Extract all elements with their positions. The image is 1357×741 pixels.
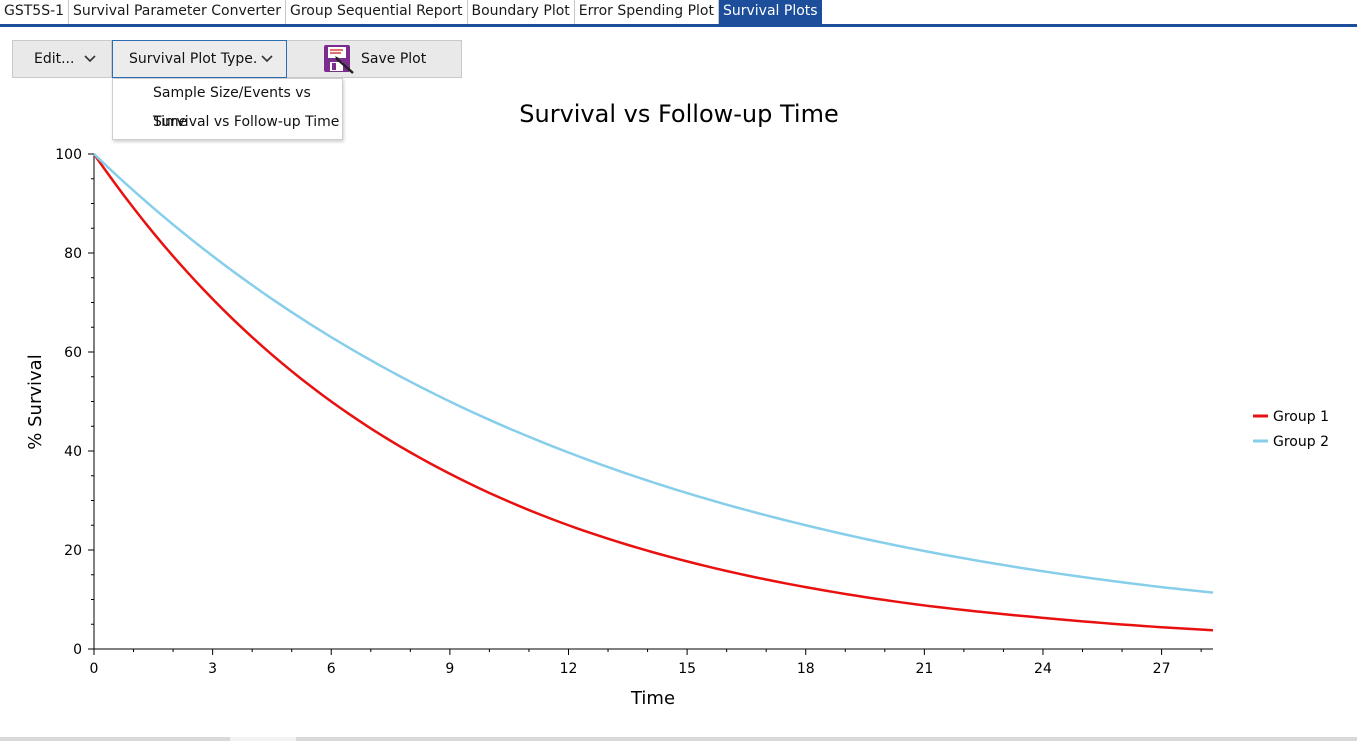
- y-tick-label: 0: [73, 642, 82, 658]
- x-tick-label: 0: [90, 661, 99, 677]
- save-plot-icon: [324, 45, 354, 74]
- plot-type-button-label: Survival Plot Type.: [129, 51, 258, 67]
- scrollbar-thumb[interactable]: [230, 737, 296, 741]
- x-tick-label: 12: [560, 661, 578, 677]
- y-tick-label: 60: [64, 345, 82, 361]
- document-tab-strip: GST5S-1 Survival Parameter Converter Gro…: [0, 0, 1357, 27]
- y-axis-ticks: 0 20 40 60 80 100: [55, 147, 94, 658]
- tab-gst5s-1[interactable]: GST5S-1: [0, 0, 70, 24]
- series-layer: [92, 153, 1214, 632]
- x-tick-label: 9: [445, 661, 454, 677]
- plot-toolbar: Edit... Survival Plot Type. Save Plot: [12, 40, 462, 78]
- edit-dropdown-button[interactable]: Edit...: [12, 40, 112, 78]
- x-tick-label: 15: [678, 661, 696, 677]
- tab-boundary-plot[interactable]: Boundary Plot: [468, 0, 575, 24]
- chevron-down-icon: [261, 55, 273, 63]
- x-tick-label: 3: [208, 661, 217, 677]
- series-line-group-2: [93, 153, 1214, 594]
- save-plot-label: Save Plot: [361, 51, 427, 67]
- survival-plot-type-dropdown[interactable]: Survival Plot Type.: [112, 40, 287, 78]
- y-axis-label: % Survival: [25, 354, 46, 449]
- plot-type-menu: Sample Size/Events vs Time Survival vs F…: [112, 78, 343, 140]
- x-tick-label: 6: [327, 661, 336, 677]
- edit-button-label: Edit...: [34, 51, 75, 67]
- legend: Group 1 Group 2: [1253, 409, 1329, 450]
- horizontal-scrollbar[interactable]: [0, 737, 1357, 741]
- tab-group-sequential-report[interactable]: Group Sequential Report: [286, 0, 468, 24]
- y-tick-label: 80: [64, 246, 82, 262]
- menu-item-sample-size-events[interactable]: Sample Size/Events vs Time: [153, 85, 311, 130]
- tab-survival-parameter-converter[interactable]: Survival Parameter Converter: [69, 0, 286, 24]
- x-tick-label: 18: [797, 661, 815, 677]
- x-tick-label: 21: [915, 661, 933, 677]
- save-plot-button[interactable]: Save Plot: [287, 40, 462, 78]
- x-axis-label: Time: [630, 688, 675, 709]
- chart-title: Survival vs Follow-up Time: [519, 100, 838, 128]
- tab-survival-plots[interactable]: Survival Plots: [718, 0, 822, 24]
- chevron-down-icon: [84, 55, 96, 63]
- tab-error-spending-plot[interactable]: Error Spending Plot: [575, 0, 719, 24]
- x-tick-label: 24: [1034, 661, 1052, 677]
- menu-item-survival-follow-up[interactable]: Survival vs Follow-up Time: [153, 114, 340, 130]
- legend-label: Group 1: [1273, 409, 1329, 425]
- x-axis-ticks: 0 3 6 9 12 15 18 21 24 27: [90, 649, 1202, 677]
- x-tick-label: 27: [1153, 661, 1171, 677]
- y-tick-label: 100: [55, 147, 82, 163]
- y-tick-label: 40: [64, 444, 82, 460]
- y-tick-label: 20: [64, 543, 82, 559]
- series-line-group-1: [92, 153, 1214, 632]
- legend-label: Group 2: [1273, 434, 1329, 450]
